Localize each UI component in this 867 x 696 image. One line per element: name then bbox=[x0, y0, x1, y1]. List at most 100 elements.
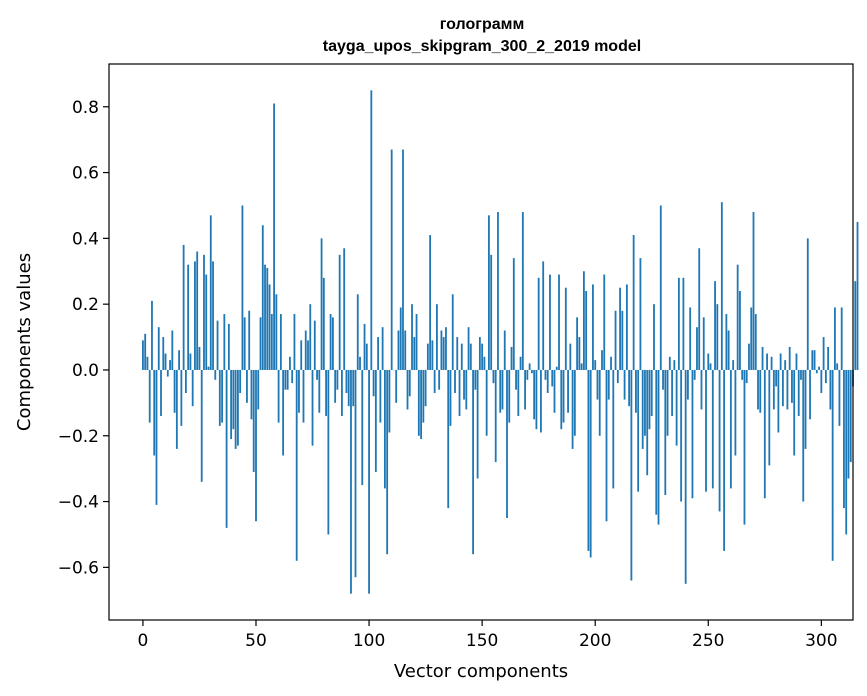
bar-275 bbox=[763, 369, 766, 499]
bar-39 bbox=[230, 369, 233, 440]
y-tick-label: 0.4 bbox=[72, 229, 99, 249]
bar-254 bbox=[716, 304, 719, 370]
bar-226 bbox=[653, 304, 655, 370]
bar-123 bbox=[420, 369, 422, 440]
x-tick-label: 200 bbox=[579, 631, 611, 651]
bar-91 bbox=[347, 369, 350, 407]
bar-14 bbox=[173, 369, 176, 413]
bar-153 bbox=[488, 215, 490, 370]
bar-63 bbox=[284, 369, 287, 390]
bar-210 bbox=[616, 369, 619, 384]
bar-52 bbox=[259, 317, 262, 370]
bar-53 bbox=[261, 225, 264, 370]
bar-154 bbox=[490, 254, 493, 370]
bar-79 bbox=[320, 238, 323, 370]
bar-107 bbox=[383, 369, 386, 489]
bar-90 bbox=[345, 369, 348, 393]
bar-74 bbox=[309, 304, 312, 370]
bar-283 bbox=[781, 369, 784, 407]
bar-104 bbox=[377, 337, 380, 370]
bar-56 bbox=[268, 284, 271, 370]
bar-69 bbox=[298, 369, 300, 413]
bar-170 bbox=[526, 369, 529, 380]
bar-246 bbox=[698, 248, 701, 370]
bar-258 bbox=[725, 314, 728, 370]
bar-162 bbox=[508, 369, 511, 423]
bar-232 bbox=[666, 369, 669, 436]
bar-12 bbox=[169, 360, 171, 370]
bar-179 bbox=[546, 369, 549, 393]
bar-88 bbox=[341, 369, 343, 417]
bar-108 bbox=[386, 369, 389, 555]
bar-18 bbox=[182, 244, 185, 370]
bar-167 bbox=[519, 356, 522, 370]
bar-282 bbox=[779, 353, 782, 370]
bar-146 bbox=[472, 369, 474, 555]
bar-272 bbox=[757, 369, 759, 410]
bar-229 bbox=[659, 205, 662, 370]
bar-270 bbox=[752, 212, 755, 370]
bar-62 bbox=[282, 369, 285, 456]
bar-101 bbox=[370, 90, 373, 370]
bar-196 bbox=[585, 291, 588, 370]
bar-279 bbox=[772, 369, 775, 410]
bar-243 bbox=[691, 369, 694, 499]
bar-180 bbox=[549, 274, 551, 370]
bar-286 bbox=[788, 346, 791, 370]
bar-276 bbox=[766, 353, 768, 370]
bar-218 bbox=[635, 369, 637, 413]
bar-231 bbox=[664, 369, 667, 495]
bar-184 bbox=[558, 274, 560, 370]
bar-294 bbox=[806, 238, 809, 370]
bar-313 bbox=[849, 369, 852, 463]
bar-213 bbox=[623, 369, 626, 400]
bar-269 bbox=[750, 307, 753, 370]
bar-10 bbox=[164, 353, 167, 370]
bar-288 bbox=[793, 369, 796, 456]
bar-78 bbox=[318, 369, 321, 413]
bar-102 bbox=[372, 369, 375, 397]
bar-83 bbox=[329, 314, 332, 370]
bar-119 bbox=[411, 304, 413, 370]
bar-15 bbox=[175, 369, 178, 449]
bar-280 bbox=[775, 369, 778, 387]
bar-188 bbox=[567, 369, 569, 413]
chart-title: голограмм bbox=[440, 16, 525, 33]
bar-97 bbox=[361, 369, 364, 486]
bar-247 bbox=[700, 369, 703, 410]
bar-73 bbox=[307, 340, 309, 370]
bar-236 bbox=[675, 369, 678, 446]
bar-252 bbox=[711, 369, 714, 489]
x-axis-ticks: 0 50 100 150 200 250 300 bbox=[138, 620, 838, 651]
bar-49 bbox=[252, 369, 255, 472]
bar-112 bbox=[395, 369, 398, 403]
bar-291 bbox=[800, 369, 802, 380]
bar-315 bbox=[854, 281, 857, 370]
bar-174 bbox=[535, 369, 538, 430]
bar-201 bbox=[596, 369, 599, 400]
bar-156 bbox=[494, 369, 497, 463]
bar-67 bbox=[293, 314, 296, 370]
bar-233 bbox=[668, 356, 671, 370]
bar-289 bbox=[795, 353, 798, 370]
bar-100 bbox=[368, 369, 370, 594]
bar-285 bbox=[786, 369, 789, 410]
plot-frame bbox=[108, 63, 854, 621]
bar-51 bbox=[257, 369, 260, 410]
y-tick-label: 0.6 bbox=[72, 164, 99, 184]
bar-20 bbox=[187, 264, 190, 370]
bar-32 bbox=[214, 369, 217, 380]
bar-142 bbox=[463, 369, 465, 400]
bar-316 bbox=[856, 221, 859, 370]
y-tick-label: 0.0 bbox=[72, 361, 99, 381]
bar-60 bbox=[277, 369, 280, 423]
bar-297 bbox=[813, 350, 816, 370]
bar-195 bbox=[582, 271, 585, 370]
y-axis-ticks: −0.6 −0.4 −0.2 0.0 0.2 0.4 0.6 0.8 bbox=[58, 98, 109, 578]
bar-263 bbox=[736, 264, 739, 370]
bar-127 bbox=[429, 235, 432, 370]
bar-27 bbox=[203, 254, 205, 370]
bar-194 bbox=[580, 363, 583, 370]
bar-267 bbox=[745, 369, 748, 384]
bar-207 bbox=[610, 356, 612, 370]
